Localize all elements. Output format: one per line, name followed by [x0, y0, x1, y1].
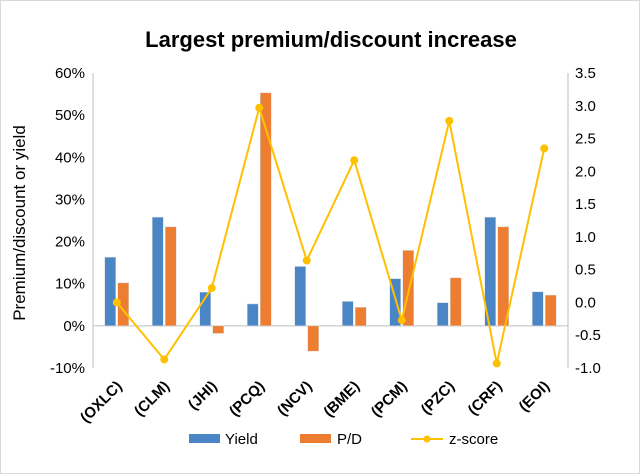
y2-tick-label: 0.0: [575, 294, 596, 311]
bar-yield-5: [342, 301, 354, 327]
y-tick-label: 10%: [55, 276, 85, 293]
category-label: (BME): [320, 378, 363, 421]
y2-tick-label: 3.5: [575, 65, 596, 82]
plot-area: [92, 73, 569, 368]
bar-p-d-2: [212, 325, 224, 334]
category-label: (EOI): [516, 378, 553, 415]
y2-tick-label: -0.5: [575, 327, 601, 344]
y-axis-ticks: -10% 0% 10% 20% 30% 40% 50% 60%: [50, 65, 85, 377]
legend-label-zscore: z-score: [449, 431, 498, 448]
legend-item-zscore: z-score: [411, 431, 498, 448]
zscore-point-3: [255, 103, 264, 112]
category-label: (OXLC): [77, 378, 126, 427]
chart-title: Largest premium/discount increase: [145, 27, 517, 52]
legend-swatch-pd: [300, 434, 331, 443]
bar-p-d-9: [545, 294, 557, 327]
legend-item-yield: Yield: [189, 431, 258, 448]
y-tick-label: -10%: [50, 360, 85, 377]
y-tick-label: 60%: [55, 65, 85, 82]
category-label: (PCQ): [226, 378, 268, 420]
legend-swatch-yield: [189, 434, 220, 443]
y-tick-label: 50%: [55, 107, 85, 124]
bar-yield-1: [152, 216, 164, 327]
legend-item-pd: P/D: [300, 431, 362, 448]
bar-p-d-6: [402, 250, 414, 327]
bar-yield-2: [199, 291, 211, 327]
category-label: (CRF): [465, 378, 506, 419]
category-label: (NCV): [274, 378, 315, 419]
category-labels: (OXLC) (CLM) (JHI) (PCQ) (NCV) (BME) (PCM) (PZC…: [77, 378, 553, 427]
y-tick-label: 40%: [55, 149, 85, 166]
legend-marker-zscore: [423, 435, 431, 443]
bar-yield-9: [532, 291, 544, 327]
category-label: (PZC): [418, 378, 458, 418]
y-tick-label: 20%: [55, 234, 85, 251]
y2-tick-label: 0.5: [575, 262, 596, 279]
zscore-point-7: [445, 116, 454, 125]
zscore-point-5: [350, 156, 359, 165]
category-label: (CLM): [131, 378, 173, 420]
category-label: (PCM): [368, 378, 411, 421]
zscore-line-series: [112, 103, 549, 368]
y2-tick-label: 3.0: [575, 98, 596, 115]
y-tick-label: 0%: [63, 318, 85, 335]
bar-yield-6: [389, 278, 401, 327]
bar-p-d-3: [260, 92, 272, 327]
zscore-point-9: [540, 144, 549, 153]
bar-p-d-4: [307, 325, 319, 352]
zscore-line: [115, 104, 546, 364]
bar-yield-7: [437, 302, 449, 327]
y-tick-label: 30%: [55, 191, 85, 208]
y2-axis-ticks: -1.0 -0.5 0.0 0.5 1.0 1.5 2.0 2.5 3.0 3.5: [575, 65, 601, 377]
bar-yield-3: [247, 303, 259, 327]
legend-label-yield: Yield: [225, 431, 258, 448]
y2-tick-label: 2.0: [575, 163, 596, 180]
bar-p-d-7: [450, 277, 462, 327]
y2-tick-label: 1.0: [575, 229, 596, 246]
bar-p-d-8: [497, 226, 509, 327]
category-label: (JHI): [185, 378, 221, 414]
bar-yield-0: [104, 256, 116, 327]
bar-yield-4: [294, 266, 306, 327]
legend-label-pd: P/D: [337, 431, 362, 448]
y2-tick-label: 1.5: [575, 196, 596, 213]
zscore-point-0: [112, 298, 121, 307]
bar-p-d-1: [165, 226, 177, 327]
y2-tick-label: 2.5: [575, 131, 596, 148]
y2-tick-label: -1.0: [575, 360, 601, 377]
zscore-point-8: [492, 359, 501, 368]
zscore-point-6: [397, 316, 406, 325]
zscore-point-1: [160, 355, 169, 364]
y-axis-title: Premium/discount or yield: [10, 125, 29, 321]
bar-p-d-5: [355, 307, 367, 327]
zscore-point-4: [302, 256, 311, 265]
zscore-point-2: [207, 284, 216, 293]
legend: Yield P/D z-score: [189, 431, 498, 448]
bar-series: [104, 92, 557, 352]
